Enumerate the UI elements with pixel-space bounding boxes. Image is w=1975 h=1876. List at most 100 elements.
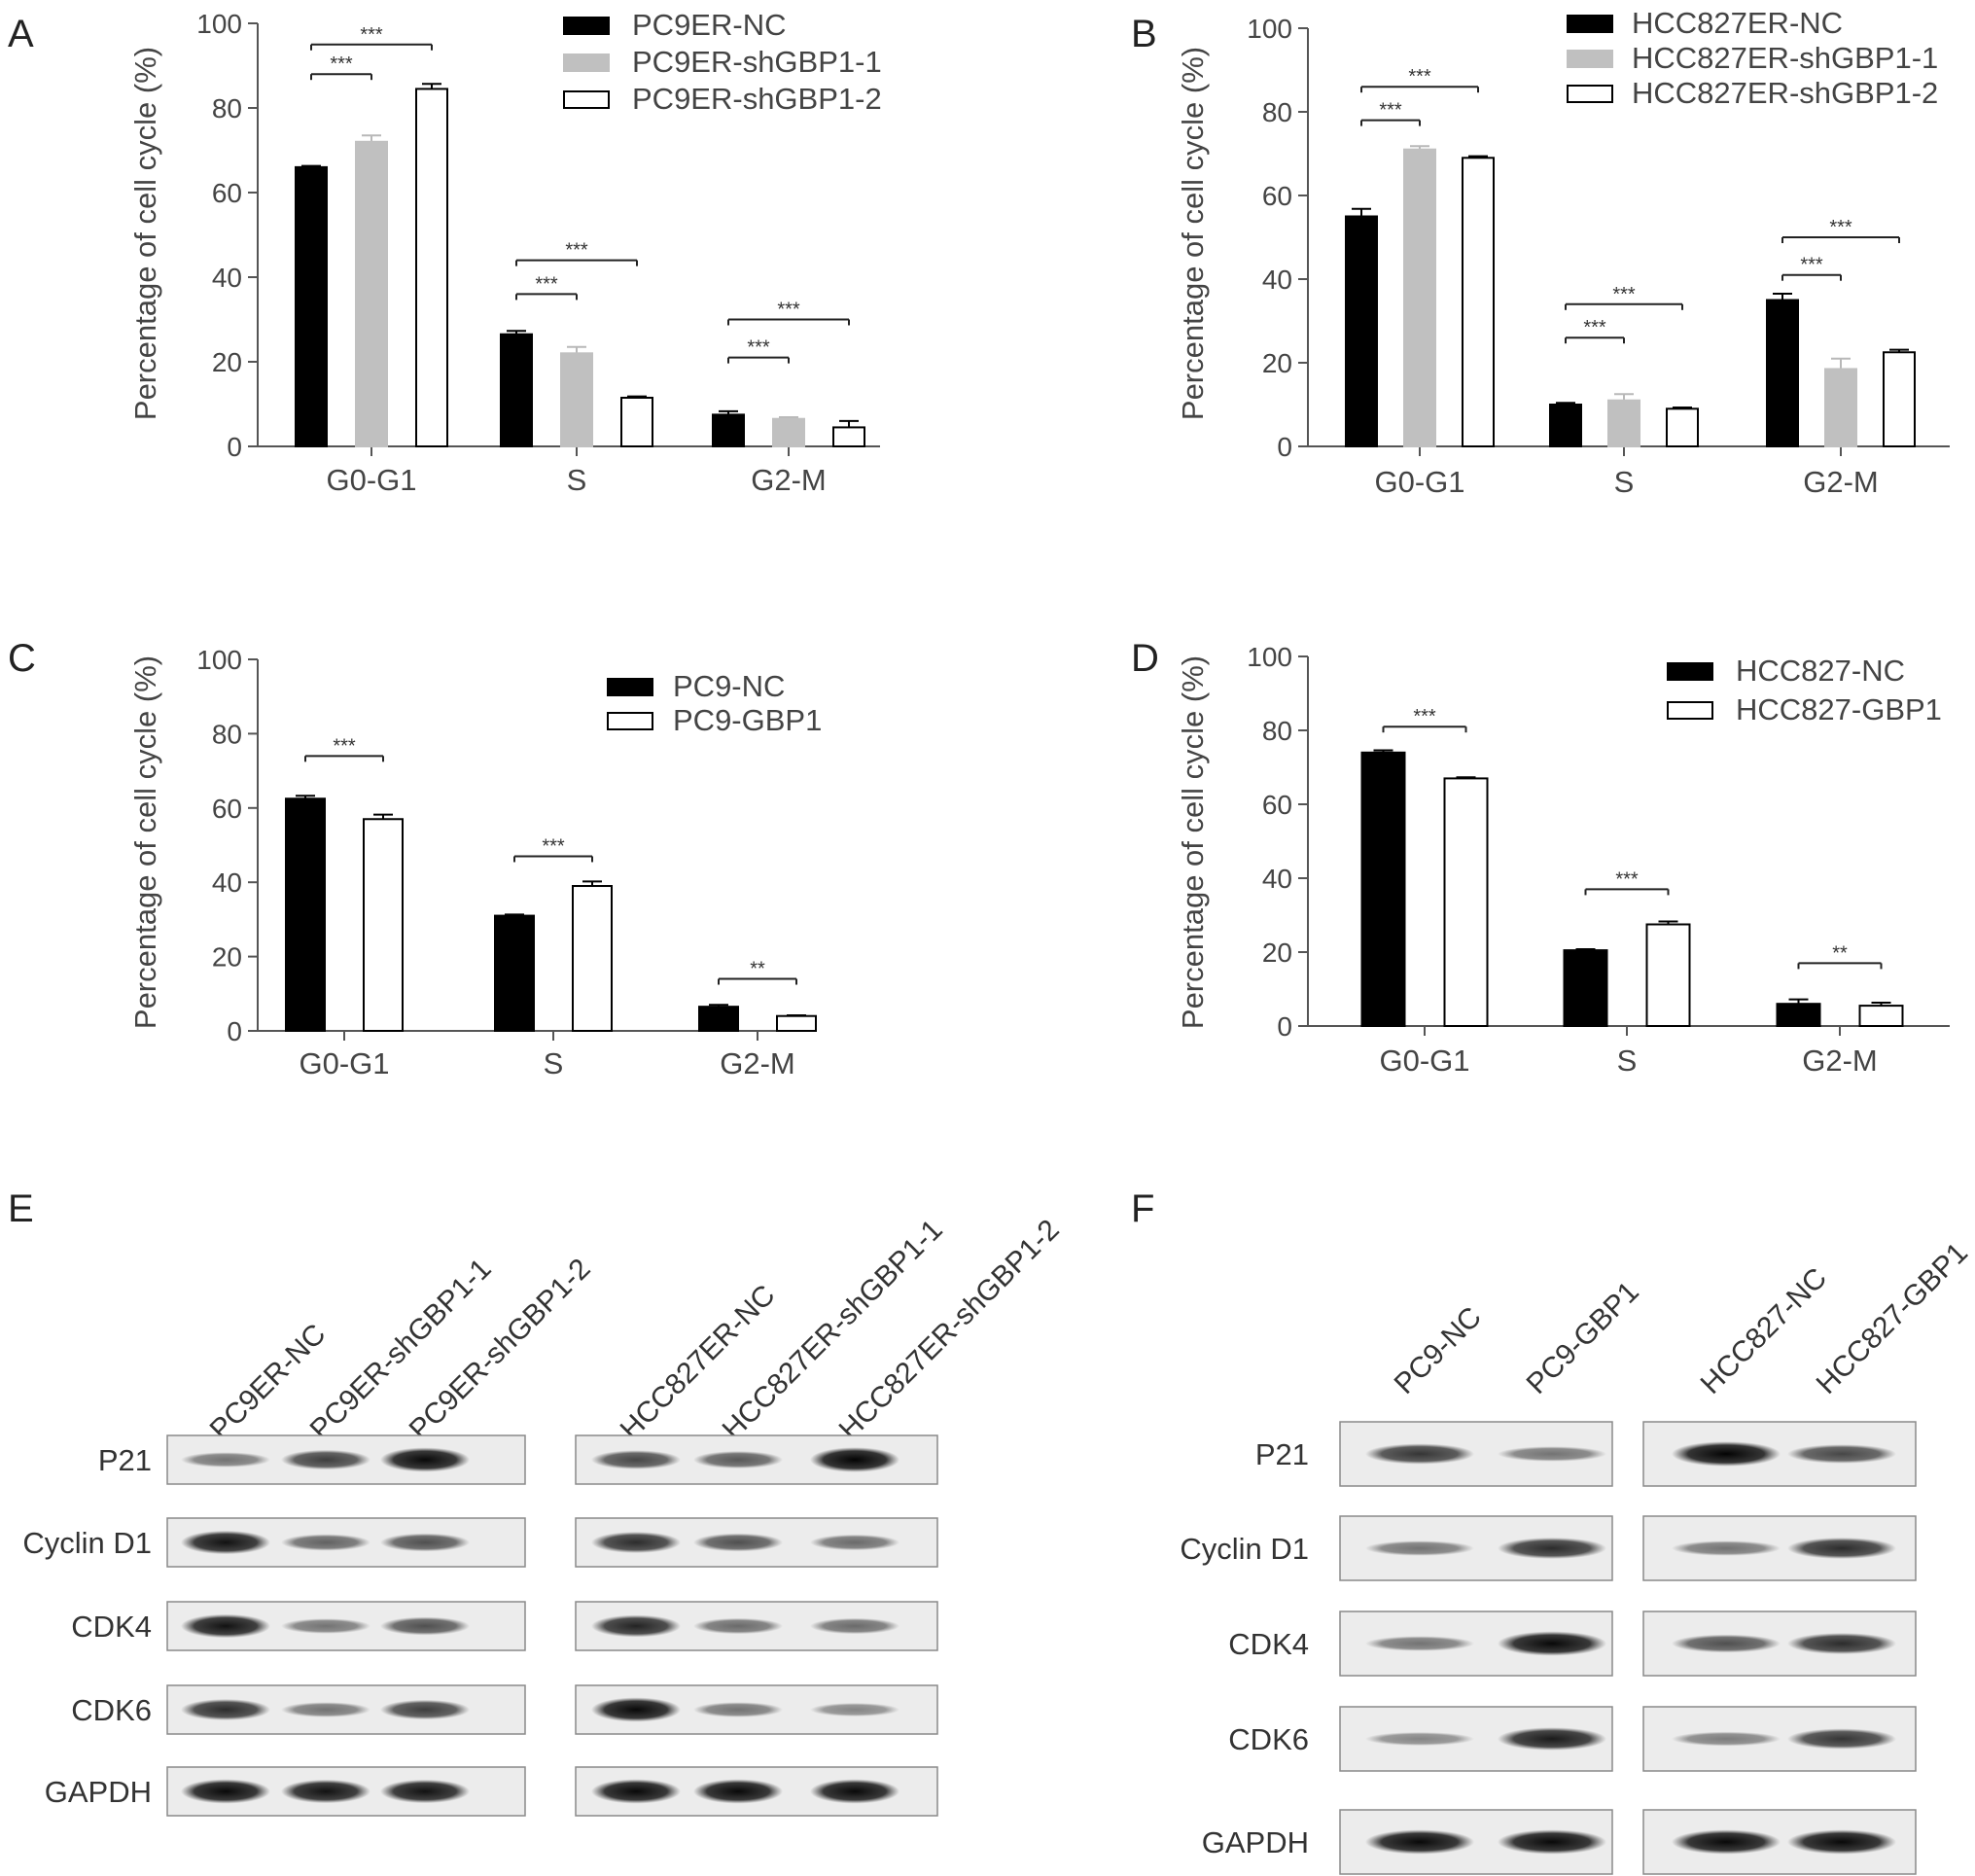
chart-panel-c: C 0 20 40 60 80 100 Percentage of cell cycle (%… bbox=[8, 637, 822, 1080]
category-label: G0-G1 bbox=[1374, 465, 1464, 499]
legend-swatch bbox=[1567, 85, 1613, 103]
significance-label: *** bbox=[333, 735, 356, 757]
significance-label: *** bbox=[1615, 868, 1639, 890]
blot-band bbox=[1365, 1829, 1474, 1855]
category-label: S bbox=[1617, 1044, 1638, 1078]
bar-hcc827-gbp1 bbox=[1858, 1005, 1904, 1027]
blot-band bbox=[380, 1447, 470, 1472]
y-tick-label: 80 bbox=[212, 93, 242, 124]
y-tick-label: 20 bbox=[212, 942, 242, 973]
significance-label: *** bbox=[1379, 100, 1402, 122]
category-label: G2-M bbox=[751, 463, 827, 497]
bar-hcc827-nc bbox=[1563, 949, 1608, 1027]
legend-swatch bbox=[607, 712, 653, 730]
y-axis-title: Percentage of cell cycle (%) bbox=[1176, 655, 1210, 1029]
bar-pc9-gbp1 bbox=[363, 818, 404, 1033]
blot-band bbox=[181, 1613, 270, 1639]
panel-letter-f: F bbox=[1131, 1187, 1154, 1230]
blot-band bbox=[380, 1779, 470, 1804]
bar-pc9-nc bbox=[698, 1006, 739, 1033]
bar-hcc827-gbp1 bbox=[1443, 777, 1489, 1028]
y-tick-label: 80 bbox=[212, 719, 242, 749]
blot-band bbox=[1365, 1732, 1474, 1746]
y-tick-label: 20 bbox=[1262, 938, 1292, 968]
panel-letter-c: C bbox=[8, 637, 36, 680]
blot-band bbox=[281, 1779, 370, 1804]
blot-band bbox=[693, 1533, 783, 1552]
legend-swatch bbox=[563, 90, 610, 109]
blot-band bbox=[1787, 1538, 1896, 1559]
bar-hcc827er-shgbp1-2 bbox=[1666, 407, 1699, 447]
significance-label: *** bbox=[542, 835, 565, 857]
category-label: S bbox=[544, 1046, 564, 1080]
significance-label: *** bbox=[360, 24, 383, 46]
significance-label: *** bbox=[1829, 217, 1852, 238]
blot-band bbox=[380, 1533, 470, 1552]
blot-band bbox=[281, 1702, 370, 1717]
legend-entry: HCC827ER-shGBP1-1 bbox=[1632, 41, 1938, 75]
legend-swatch bbox=[563, 53, 610, 72]
legend-entry: PC9-GBP1 bbox=[673, 703, 822, 737]
category-label: S bbox=[567, 463, 587, 497]
bar-hcc827er-shgbp1-1 bbox=[1824, 368, 1857, 448]
bar-pc9-gbp1 bbox=[572, 885, 613, 1033]
blot-band bbox=[1787, 1633, 1896, 1654]
significance-label: *** bbox=[747, 337, 770, 359]
legend-entry: HCC827ER-shGBP1-2 bbox=[1632, 76, 1938, 110]
y-axis-title: Percentage of cell cycle (%) bbox=[128, 47, 162, 420]
blot-band bbox=[281, 1534, 370, 1551]
blot-band bbox=[1365, 1636, 1474, 1651]
significance-label: *** bbox=[565, 240, 588, 262]
blot-band bbox=[693, 1779, 783, 1804]
blot-band bbox=[1672, 1540, 1781, 1556]
significance-label: *** bbox=[777, 300, 800, 321]
category-label: G0-G1 bbox=[326, 463, 416, 497]
blot-band bbox=[1365, 1540, 1474, 1556]
blot-band bbox=[1787, 1728, 1896, 1750]
bar-hcc827er-shgbp1-2 bbox=[1462, 157, 1495, 448]
y-tick-label: 40 bbox=[212, 263, 242, 293]
bar-charts-layer: A 0 20 40 60 80 100 Percentage of cell cycle (%… bbox=[8, 6, 1950, 1080]
protein-label: CDK6 bbox=[1228, 1722, 1309, 1756]
bar-pc9er-shgbp1-1 bbox=[772, 417, 805, 448]
protein-label: CDK4 bbox=[1228, 1627, 1309, 1661]
protein-label: P21 bbox=[1255, 1437, 1309, 1471]
bar-pc9er-shgbp1-1 bbox=[560, 352, 593, 447]
protein-label: GAPDH bbox=[45, 1775, 152, 1809]
blot-band bbox=[1498, 1727, 1606, 1751]
legend-swatch bbox=[1567, 15, 1613, 33]
bar-hcc827er-shgbp1-2 bbox=[1883, 351, 1916, 447]
y-tick-label: 60 bbox=[212, 178, 242, 208]
bar-hcc827er-nc bbox=[1549, 404, 1582, 447]
category-label: G0-G1 bbox=[1379, 1044, 1469, 1078]
y-tick-label: 0 bbox=[227, 1016, 242, 1046]
significance-label: *** bbox=[1800, 255, 1823, 276]
legend-swatch bbox=[1667, 701, 1713, 720]
blot-band bbox=[1787, 1829, 1896, 1855]
bar-pc9er-nc bbox=[500, 333, 533, 448]
category-label: G2-M bbox=[1802, 1044, 1878, 1078]
y-tick-label: 60 bbox=[1262, 181, 1292, 211]
protein-label: Cyclin D1 bbox=[1180, 1532, 1309, 1566]
y-tick-label: 100 bbox=[196, 9, 242, 39]
y-tick-label: 60 bbox=[1262, 790, 1292, 820]
blot-band bbox=[1498, 1631, 1606, 1656]
protein-label: GAPDH bbox=[1202, 1825, 1309, 1859]
blot-band bbox=[693, 1451, 783, 1469]
blot-band bbox=[693, 1702, 783, 1717]
bar-hcc827er-shgbp1-1 bbox=[1403, 148, 1436, 447]
lane-label: HCC827ER-shGBP1-2 bbox=[833, 1214, 1066, 1446]
blot-band bbox=[591, 1697, 681, 1722]
bar-hcc827er-nc bbox=[1345, 215, 1378, 447]
lane-label: HCC827-GBP1 bbox=[1811, 1237, 1974, 1400]
blot-band bbox=[1672, 1829, 1781, 1855]
panel-letter-d: D bbox=[1131, 637, 1159, 680]
chart-panel-d: D 0 20 40 60 80 100 Percentage of cell cycle (%… bbox=[1131, 637, 1950, 1078]
category-label: S bbox=[1614, 465, 1635, 499]
bar-pc9er-shgbp1-2 bbox=[620, 396, 653, 448]
blot-band bbox=[810, 1779, 899, 1804]
blot-band bbox=[591, 1614, 681, 1638]
bar-pc9er-shgbp1-2 bbox=[415, 88, 448, 448]
